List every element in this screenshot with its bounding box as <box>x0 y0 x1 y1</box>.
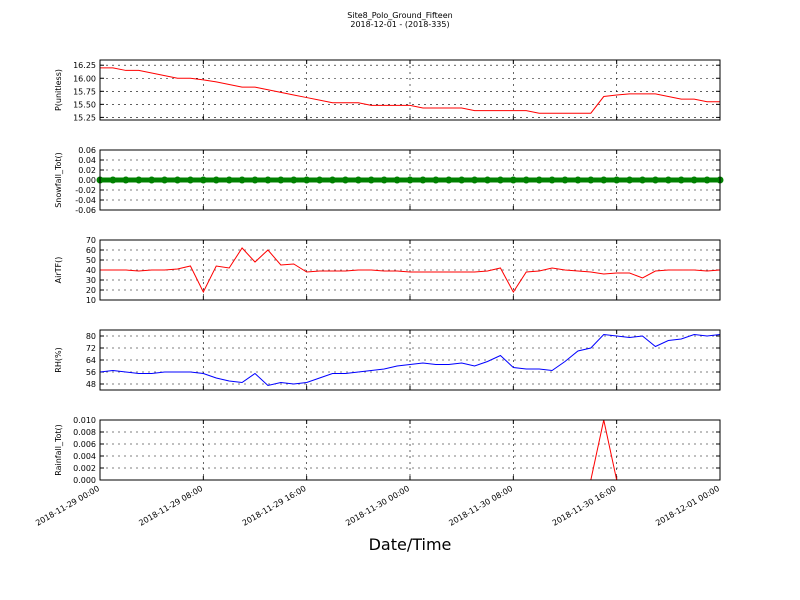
data-line <box>100 247 721 294</box>
y-tick-label: 0.02 <box>78 166 96 175</box>
y-tick-label: 15.50 <box>73 100 96 109</box>
y-tick-label: 30 <box>86 276 96 285</box>
y-axis-label: AirTF() <box>54 257 63 284</box>
y-tick-label: 70 <box>86 236 96 245</box>
y-tick-label: 0.06 <box>78 146 96 155</box>
y-axis-label: P(unitless) <box>54 69 63 111</box>
y-tick-label: 72 <box>86 344 96 353</box>
x-axis-label: Date/Time <box>369 535 452 554</box>
y-tick-label: 16.00 <box>73 74 96 83</box>
y-tick-label: 48 <box>86 380 96 389</box>
y-tick-label: -0.02 <box>75 186 96 195</box>
y-tick-label: 50 <box>86 256 96 265</box>
y-tick-label: 15.75 <box>73 87 96 96</box>
axes-border <box>99 149 721 211</box>
y-tick-label: 0.010 <box>73 416 96 425</box>
axes-border <box>99 239 721 301</box>
x-tick-label: 2018-12-01 00:00 <box>654 484 721 528</box>
chart-title: Site8_Polo_Ground_Fifteen <box>347 11 452 20</box>
y-tick-label: 0.006 <box>73 440 96 449</box>
y-tick-label: 0.002 <box>73 464 96 473</box>
y-tick-label: 0.004 <box>73 452 96 461</box>
y-tick-label: 15.25 <box>73 113 96 122</box>
axes-border <box>99 329 721 391</box>
x-tick-label: 2018-11-29 00:00 <box>34 484 101 528</box>
y-tick-label: 0.04 <box>78 156 96 165</box>
y-axis-label: RH(%) <box>54 347 63 372</box>
y-axis-label: Snowfall_Tot() <box>54 152 63 208</box>
x-tick-label: 2018-11-30 08:00 <box>447 484 514 528</box>
y-tick-label: 60 <box>86 246 96 255</box>
y-axis-label: Rainfall_Tot() <box>54 424 63 476</box>
axes-border <box>99 59 721 121</box>
x-tick-label: 2018-11-30 00:00 <box>344 484 411 528</box>
y-tick-label: 0.000 <box>73 476 96 485</box>
y-tick-label: 80 <box>86 332 96 341</box>
y-tick-label: -0.06 <box>75 206 96 215</box>
y-tick-label: 20 <box>86 286 96 295</box>
y-tick-label: 16.25 <box>73 61 96 70</box>
data-line <box>100 67 720 114</box>
y-tick-label: 0.008 <box>73 428 96 437</box>
x-tick-label: 2018-11-30 16:00 <box>551 484 618 528</box>
y-tick-label: 10 <box>86 296 96 305</box>
data-line <box>99 333 721 387</box>
x-tick-label: 2018-11-29 08:00 <box>137 484 204 528</box>
y-tick-label: 0.00 <box>78 176 96 185</box>
y-tick-label: -0.04 <box>75 196 96 205</box>
y-tick-label: 40 <box>86 266 96 275</box>
chart-subtitle: 2018-12-01 - (2018-335) <box>350 20 449 29</box>
y-tick-label: 56 <box>86 368 96 377</box>
y-tick-label: 64 <box>86 356 96 365</box>
x-tick-label: 2018-11-29 16:00 <box>241 484 308 528</box>
axes-border <box>99 419 721 481</box>
